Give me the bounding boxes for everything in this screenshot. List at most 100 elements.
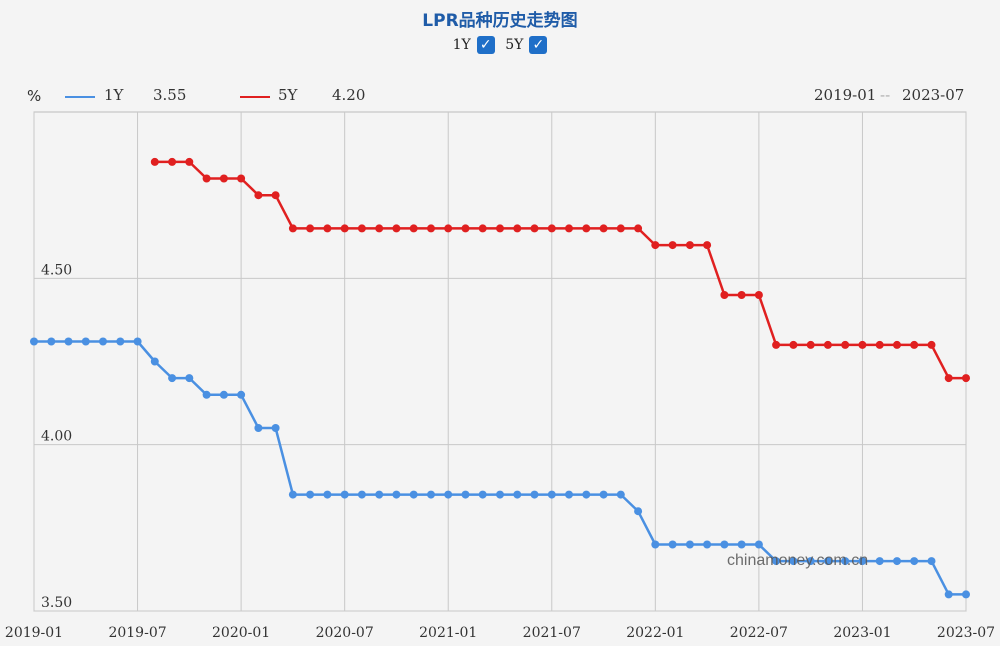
data-point-1y [375, 490, 384, 499]
data-point-1y [927, 557, 936, 566]
data-point-5y [150, 157, 159, 166]
data-point-5y [219, 174, 228, 183]
data-point-1y [599, 490, 608, 499]
data-point-1y [772, 557, 781, 566]
data-point-5y [582, 224, 591, 233]
data-point-5y [323, 224, 332, 233]
data-point-5y [237, 174, 246, 183]
data-point-1y [185, 374, 194, 383]
data-point-5y [962, 374, 970, 383]
data-point-1y [133, 337, 142, 346]
data-point-5y [910, 340, 919, 349]
data-point-5y [875, 340, 884, 349]
data-point-5y [513, 224, 522, 233]
data-point-1y [116, 337, 125, 346]
data-point-1y [789, 557, 798, 566]
data-point-5y [841, 340, 850, 349]
data-point-1y [323, 490, 332, 499]
data-point-1y [288, 490, 297, 499]
data-point-1y [202, 390, 211, 399]
data-point-1y [237, 390, 246, 399]
chart-title: LPR品种历史走势图 [422, 11, 578, 31]
toggle-1y[interactable]: 1Y ✓ [453, 36, 495, 54]
legend-5y-line-icon [240, 96, 270, 98]
data-point-1y [893, 557, 901, 566]
x-tick-label: 2019-01 [5, 625, 63, 641]
data-point-1y [340, 490, 349, 499]
range-start-label: 2019-01 [814, 86, 877, 104]
data-point-5y [806, 340, 815, 349]
data-point-5y [737, 291, 746, 299]
data-point-1y [547, 490, 556, 499]
data-point-1y [823, 557, 832, 566]
data-point-1y [841, 557, 850, 566]
data-point-1y [651, 540, 660, 549]
data-point-1y [668, 540, 677, 549]
data-point-1y [150, 357, 159, 366]
plot-area-border [33, 111, 967, 612]
data-point-1y [254, 424, 263, 432]
data-point-5y [772, 340, 781, 349]
data-point-5y [271, 191, 280, 200]
data-point-5y [599, 224, 608, 233]
data-point-5y [375, 224, 384, 233]
data-point-1y [582, 490, 591, 499]
data-point-1y [806, 557, 815, 566]
legend-1y-value: 3.55 [153, 86, 187, 104]
data-point-1y [944, 590, 953, 599]
data-point-1y [962, 590, 970, 599]
data-point-1y [875, 557, 884, 566]
x-tick-label: 2021-01 [419, 625, 477, 641]
data-point-1y [634, 507, 643, 516]
data-point-5y [858, 340, 867, 349]
x-tick-label: 2023-07 [937, 625, 995, 641]
data-point-5y [202, 174, 211, 183]
data-point-1y [64, 337, 73, 346]
data-point-5y [409, 224, 418, 233]
data-point-5y [461, 224, 470, 233]
data-point-1y [565, 490, 573, 499]
data-point-1y [47, 337, 56, 346]
data-point-5y [754, 291, 763, 299]
data-point-5y [168, 157, 177, 166]
data-point-1y [30, 337, 38, 346]
data-point-1y [478, 490, 487, 499]
data-point-5y [444, 224, 453, 233]
y-tick-label: 4.50 [41, 262, 72, 278]
data-point-1y [461, 490, 470, 499]
data-point-1y [703, 540, 712, 549]
data-point-5y [392, 224, 401, 233]
data-point-1y [444, 490, 453, 499]
data-point-1y [496, 490, 504, 499]
legend-1y-name: 1Y [104, 86, 124, 104]
toggle-5y[interactable]: 5Y ✓ [505, 36, 548, 54]
y-tick-label: 4.00 [41, 429, 72, 445]
data-point-5y [893, 340, 901, 349]
x-tick-label: 2022-01 [626, 625, 684, 641]
checkbox-checked-icon[interactable]: ✓ [476, 36, 495, 54]
series-toggles: 1Y ✓ 5Y ✓ [0, 36, 1000, 54]
data-point-5y [944, 374, 953, 383]
data-point-5y [565, 224, 573, 233]
data-point-5y [306, 224, 315, 233]
checkbox-checked-icon[interactable]: ✓ [529, 36, 548, 54]
data-point-1y [306, 490, 315, 499]
y-unit-label: % [27, 87, 42, 105]
x-tick-label: 2021-07 [523, 625, 581, 641]
data-point-1y [737, 540, 746, 549]
data-point-1y [858, 557, 867, 566]
data-point-1y [530, 490, 539, 499]
data-point-5y [357, 224, 366, 233]
data-point-5y [668, 241, 677, 250]
toggle-5y-label: 5Y [505, 37, 524, 53]
legend-5y-value: 4.20 [332, 86, 366, 104]
legend-5y-name: 5Y [278, 86, 298, 104]
data-point-5y [288, 224, 297, 233]
data-point-1y [720, 540, 729, 549]
data-point-5y [927, 340, 936, 349]
data-point-1y [754, 540, 763, 549]
data-point-1y [513, 490, 522, 499]
x-tick-label: 2019-07 [108, 625, 166, 641]
x-tick-label: 2020-07 [316, 625, 374, 641]
